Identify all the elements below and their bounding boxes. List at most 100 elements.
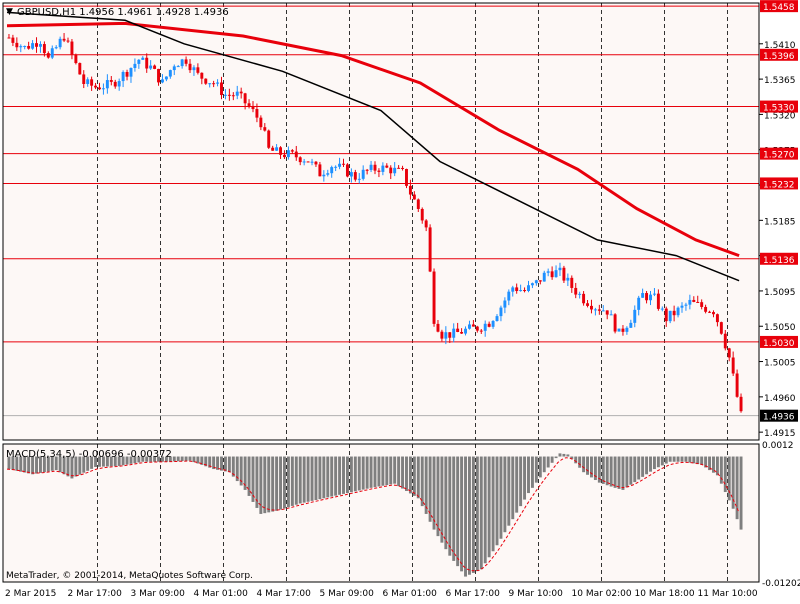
candle[interactable] xyxy=(546,271,550,273)
candle[interactable] xyxy=(86,79,90,84)
candle[interactable] xyxy=(519,290,523,292)
candle[interactable] xyxy=(220,82,223,96)
candle[interactable] xyxy=(664,308,668,322)
candle[interactable] xyxy=(562,267,566,281)
candle[interactable] xyxy=(50,48,54,58)
candle[interactable] xyxy=(322,174,326,177)
candle[interactable] xyxy=(424,220,428,228)
candle[interactable] xyxy=(499,307,503,317)
candle[interactable] xyxy=(46,53,50,58)
candle[interactable] xyxy=(314,161,318,165)
candle[interactable] xyxy=(597,309,601,311)
candle[interactable] xyxy=(125,71,129,77)
candle[interactable] xyxy=(652,293,656,295)
candle[interactable] xyxy=(200,72,204,79)
candle[interactable] xyxy=(601,310,605,312)
candle[interactable] xyxy=(369,164,373,170)
candle[interactable] xyxy=(19,46,23,48)
candle[interactable] xyxy=(82,74,86,84)
candle[interactable] xyxy=(629,322,633,328)
candle[interactable] xyxy=(271,147,275,151)
candle[interactable] xyxy=(649,294,652,301)
candle[interactable] xyxy=(208,83,212,85)
candle[interactable] xyxy=(90,79,94,86)
candle[interactable] xyxy=(94,85,98,88)
candle[interactable] xyxy=(105,80,109,89)
candle[interactable] xyxy=(7,37,11,39)
candle[interactable] xyxy=(574,287,578,295)
candle[interactable] xyxy=(527,285,530,291)
candle[interactable] xyxy=(78,63,82,75)
candle[interactable] xyxy=(27,45,31,49)
horizontal-levels[interactable] xyxy=(3,5,759,343)
candle[interactable] xyxy=(452,328,456,338)
candle[interactable] xyxy=(582,293,586,304)
moving-average-fast[interactable] xyxy=(6,11,740,282)
candle[interactable] xyxy=(617,328,621,332)
candle[interactable] xyxy=(259,117,263,128)
candle[interactable] xyxy=(294,151,298,158)
candle[interactable] xyxy=(141,57,145,60)
candle[interactable] xyxy=(176,66,180,68)
candle[interactable] xyxy=(160,79,164,83)
candle[interactable] xyxy=(467,324,471,329)
candle[interactable] xyxy=(196,67,200,73)
macd-signal-line[interactable] xyxy=(6,457,740,572)
chart-menu-marker[interactable]: ▼ xyxy=(6,7,13,17)
candle[interactable] xyxy=(263,127,267,131)
candle[interactable] xyxy=(660,308,664,310)
candle[interactable] xyxy=(101,88,105,90)
candle[interactable] xyxy=(637,297,641,310)
candle[interactable] xyxy=(578,293,582,295)
candle[interactable] xyxy=(286,150,290,158)
candle[interactable] xyxy=(227,94,231,96)
candle[interactable] xyxy=(172,66,176,71)
candle[interactable] xyxy=(735,373,739,397)
macd-axis[interactable]: 0.0012 -0.01202 xyxy=(762,441,800,589)
candle[interactable] xyxy=(530,283,534,286)
candle[interactable] xyxy=(267,130,271,148)
candle[interactable] xyxy=(436,323,440,332)
candle[interactable] xyxy=(491,320,495,327)
candle[interactable] xyxy=(164,76,168,80)
candle[interactable] xyxy=(680,305,684,308)
candle[interactable] xyxy=(523,290,527,292)
candle[interactable] xyxy=(739,396,743,412)
candle[interactable] xyxy=(487,323,491,327)
candle[interactable] xyxy=(440,331,444,339)
candle[interactable] xyxy=(239,91,243,94)
candle[interactable] xyxy=(58,38,62,48)
candle[interactable] xyxy=(349,172,353,177)
candle[interactable] xyxy=(428,227,432,272)
candle[interactable] xyxy=(42,44,46,54)
candle[interactable] xyxy=(723,333,727,349)
candle[interactable] xyxy=(475,326,479,331)
candle[interactable] xyxy=(54,47,58,49)
candle[interactable] xyxy=(74,54,78,64)
candle[interactable] xyxy=(243,93,247,104)
candle[interactable] xyxy=(712,312,715,315)
candle[interactable] xyxy=(444,332,448,339)
candle[interactable] xyxy=(38,44,42,47)
candle[interactable] xyxy=(231,95,235,97)
candle[interactable] xyxy=(361,169,365,179)
candle[interactable] xyxy=(11,37,15,43)
candle[interactable] xyxy=(342,163,345,165)
candle[interactable] xyxy=(542,272,546,282)
candle[interactable] xyxy=(168,70,172,77)
candle[interactable] xyxy=(373,164,377,171)
candle[interactable] xyxy=(137,59,141,64)
candle[interactable] xyxy=(593,309,597,311)
candle[interactable] xyxy=(247,103,251,106)
candle[interactable] xyxy=(460,332,464,334)
candle[interactable] xyxy=(35,43,38,47)
candle[interactable] xyxy=(715,314,719,323)
candle[interactable] xyxy=(330,167,334,174)
candle[interactable] xyxy=(338,163,342,167)
candle[interactable] xyxy=(310,161,314,163)
candle[interactable] xyxy=(113,81,117,87)
candle[interactable] xyxy=(188,63,192,71)
candle[interactable] xyxy=(420,208,424,221)
